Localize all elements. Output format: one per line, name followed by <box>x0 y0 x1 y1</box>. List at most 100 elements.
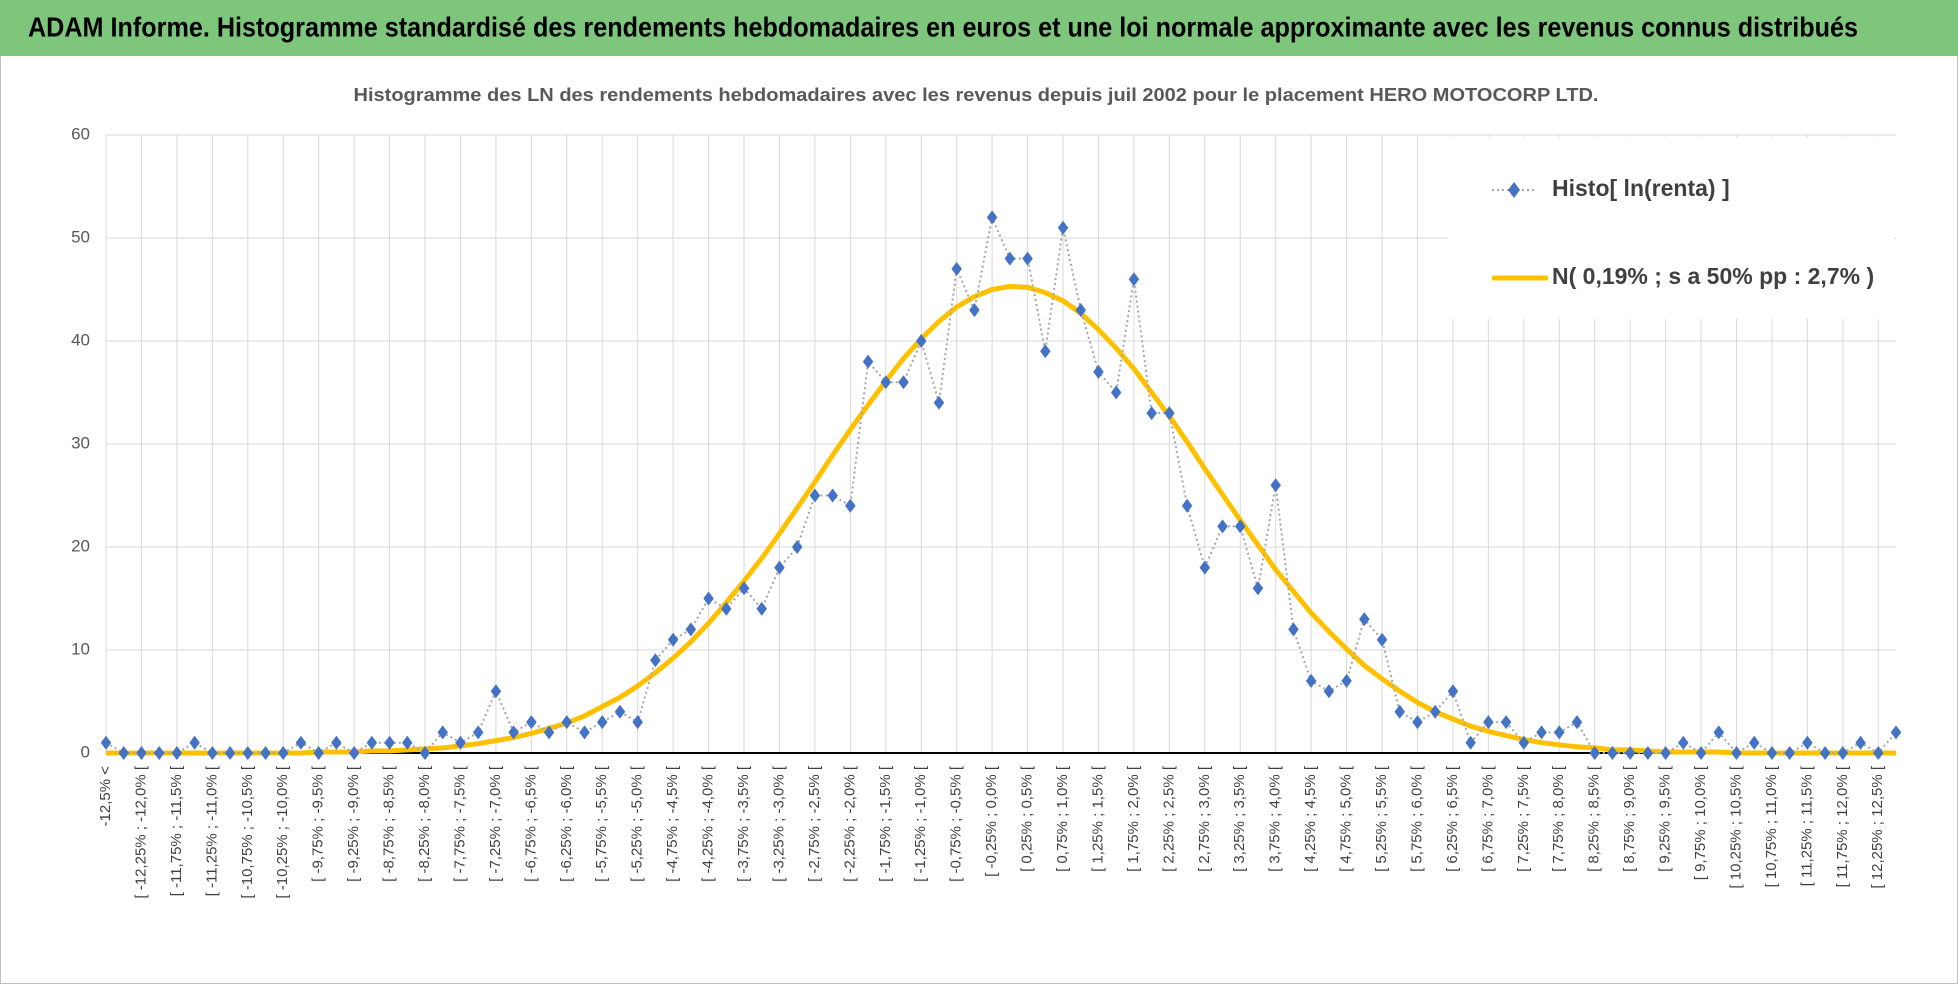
series-line <box>106 283 1896 756</box>
marker <box>579 725 590 740</box>
marker <box>189 735 200 750</box>
x-tick-label: [ 9,25% ; 9,5% [ <box>1657 765 1674 872</box>
marker <box>402 735 413 750</box>
marker <box>1022 251 1033 266</box>
marker <box>100 735 112 750</box>
marker <box>242 746 254 760</box>
legend-marker <box>1508 182 1520 198</box>
x-tick-label: [ 3,75% ; 4,0% [ <box>1267 765 1284 872</box>
y-tick-label: 10 <box>71 639 90 658</box>
x-tick-label: [ -7,25% ; -7,0% [ <box>487 765 504 882</box>
x-tick-label: [ 8,25% ; 8,5% [ <box>1586 765 1603 872</box>
marker <box>596 715 608 730</box>
marker <box>207 746 218 760</box>
x-tick-label: [ 5,25% ; 5,5% [ <box>1373 765 1390 872</box>
marker <box>685 622 697 637</box>
marker <box>1128 272 1140 287</box>
marker <box>1146 406 1157 421</box>
x-tick-label: [ -12,25% ; -12,0% [ <box>132 765 149 898</box>
x-tick-label: [ 10,75% ; 11,0% [ <box>1763 765 1780 887</box>
x-tick-label: [ 4,75% ; 5,0% [ <box>1338 765 1355 872</box>
y-tick-label: 30 <box>71 433 90 452</box>
marker <box>1341 673 1352 688</box>
marker <box>614 704 626 719</box>
marker <box>1181 498 1193 513</box>
x-tick-label: [ -10,75% ; -10,5% [ <box>239 765 256 898</box>
y-tick-label: 50 <box>71 227 90 246</box>
marker <box>1819 746 1831 760</box>
marker <box>1500 715 1512 730</box>
marker <box>260 746 271 760</box>
marker <box>898 375 909 390</box>
marker <box>1270 478 1281 493</box>
y-tick-label: 20 <box>71 536 90 555</box>
marker <box>1695 746 1707 760</box>
marker <box>295 735 307 750</box>
x-tick-label: [ -1,25% ; -1,0% [ <box>912 765 929 882</box>
x-tick-label: [ -8,75% ; -8,5% [ <box>381 765 398 882</box>
marker <box>1323 684 1335 699</box>
x-tick-label: [ 6,75% ; 7,0% [ <box>1479 765 1496 872</box>
marker <box>1110 385 1122 400</box>
banner <box>0 0 1958 56</box>
marker <box>455 735 466 750</box>
marker <box>774 560 785 575</box>
marker <box>1766 746 1778 760</box>
marker <box>543 725 555 740</box>
marker <box>1199 560 1211 575</box>
marker <box>153 746 165 760</box>
marker <box>827 488 838 503</box>
x-tick-label: [ 9,75% ; 10,0% [ <box>1692 765 1709 880</box>
marker <box>277 746 289 760</box>
marker <box>791 540 803 554</box>
y-tick-label: 60 <box>71 124 90 143</box>
x-tick-label: [ -9,25% ; -9,0% [ <box>345 765 362 882</box>
y-tick-label: 0 <box>81 742 90 761</box>
marker <box>437 725 448 740</box>
marker <box>136 746 147 760</box>
x-tick-label: [ -11,25% ; -11,0% [ <box>203 765 220 896</box>
x-tick-label: [ -8,25% ; -8,0% [ <box>416 765 433 882</box>
marker <box>1713 725 1725 740</box>
x-tick-label: [ 0,25% ; 0,5% [ <box>1019 765 1036 872</box>
x-tick-label: [ 10,25% ; 10,5% [ <box>1727 765 1744 888</box>
marker <box>1093 364 1104 379</box>
marker <box>1483 715 1494 730</box>
marker <box>880 375 892 390</box>
marker <box>472 725 484 740</box>
marker <box>1004 251 1016 266</box>
marker <box>969 303 980 318</box>
x-tick-label: [ 3,25% ; 3,5% [ <box>1231 765 1248 872</box>
marker <box>1571 715 1583 730</box>
marker <box>1624 746 1636 760</box>
marker <box>171 746 183 760</box>
x-tick-label: [ -3,25% ; -3,0% [ <box>770 765 787 882</box>
marker <box>1784 746 1795 760</box>
marker <box>224 746 236 760</box>
marker <box>1305 673 1317 688</box>
marker <box>1235 519 1246 534</box>
marker <box>1518 735 1530 750</box>
marker <box>508 725 519 740</box>
marker <box>331 735 342 750</box>
x-tick-label: [ -1,75% ; -1,5% [ <box>877 765 894 882</box>
marker <box>118 746 129 760</box>
marker <box>667 632 679 647</box>
x-tick-label: [ 2,75% ; 3,0% [ <box>1196 765 1213 872</box>
x-tick-label: [ 0,75% ; 1,0% [ <box>1054 765 1071 872</box>
x-tick-label: [ 12,25% ; 12,5% [ <box>1869 765 1886 888</box>
x-tick-label: -12,5% < <box>97 766 114 827</box>
marker <box>384 735 395 750</box>
x-tick-label: [ -4,75% ; -4,5% [ <box>664 765 681 882</box>
x-tick-label: [ -2,75% ; -2,5% [ <box>806 765 823 882</box>
chart-title: Histogramme des LN des rendements hebdom… <box>354 85 1599 105</box>
x-tick-label: [ -6,75% ; -6,5% [ <box>522 765 539 882</box>
x-tick-label: [ 7,25% ; 7,5% [ <box>1515 765 1532 872</box>
marker <box>1164 406 1175 421</box>
marker <box>1359 612 1370 627</box>
marker <box>1837 746 1849 760</box>
x-tick-label: [ -10,25% ; -10,0% [ <box>274 765 291 898</box>
marker <box>1252 581 1264 596</box>
marker <box>632 715 643 730</box>
